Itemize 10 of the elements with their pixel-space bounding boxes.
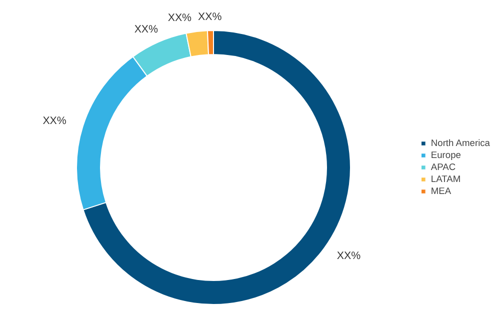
legend-label: LATAM (430, 174, 461, 184)
data-label: XX% (42, 114, 67, 127)
data-label: XX% (336, 250, 362, 262)
legend-label: North America (430, 138, 490, 148)
data-label: XX% (134, 24, 159, 36)
data-label: XX% (198, 10, 222, 23)
legend-label: MEA (430, 186, 452, 196)
data-label: XX% (168, 12, 192, 24)
legend-label: Europe (430, 150, 461, 160)
legend-label: APAC (430, 162, 456, 172)
